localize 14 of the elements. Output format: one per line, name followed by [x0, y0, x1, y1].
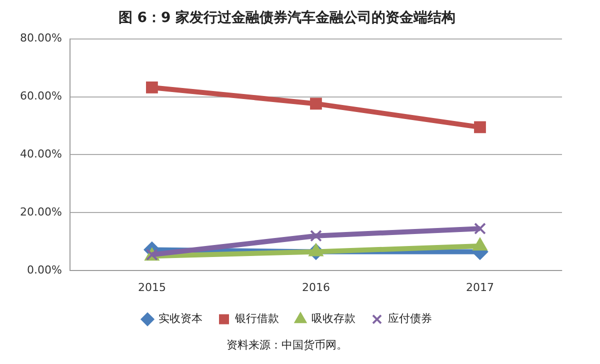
chart-title: 图 6：9 家发行过金融债券汽车金融公司的资金端结构: [118, 9, 456, 26]
y-tick-label: 20.00%: [20, 206, 62, 219]
legend-label: 实收资本: [158, 312, 202, 326]
legend-label: 银行借款: [234, 312, 279, 326]
legend-label: 应付债券: [388, 312, 432, 326]
text: 资料来源：中国货币网。: [226, 338, 348, 352]
y-tick-label: 0.00%: [26, 263, 62, 276]
y-tick-label: 40.00%: [20, 148, 62, 161]
x-tick-label: 2016: [302, 281, 330, 294]
y-tick-label: 80.00%: [20, 32, 62, 45]
x-tick-label: 2017: [466, 281, 494, 294]
x-tick-label: 2015: [138, 281, 166, 294]
y-tick-label: 60.00%: [20, 90, 62, 103]
legend-label: 吸收存款: [312, 312, 356, 326]
